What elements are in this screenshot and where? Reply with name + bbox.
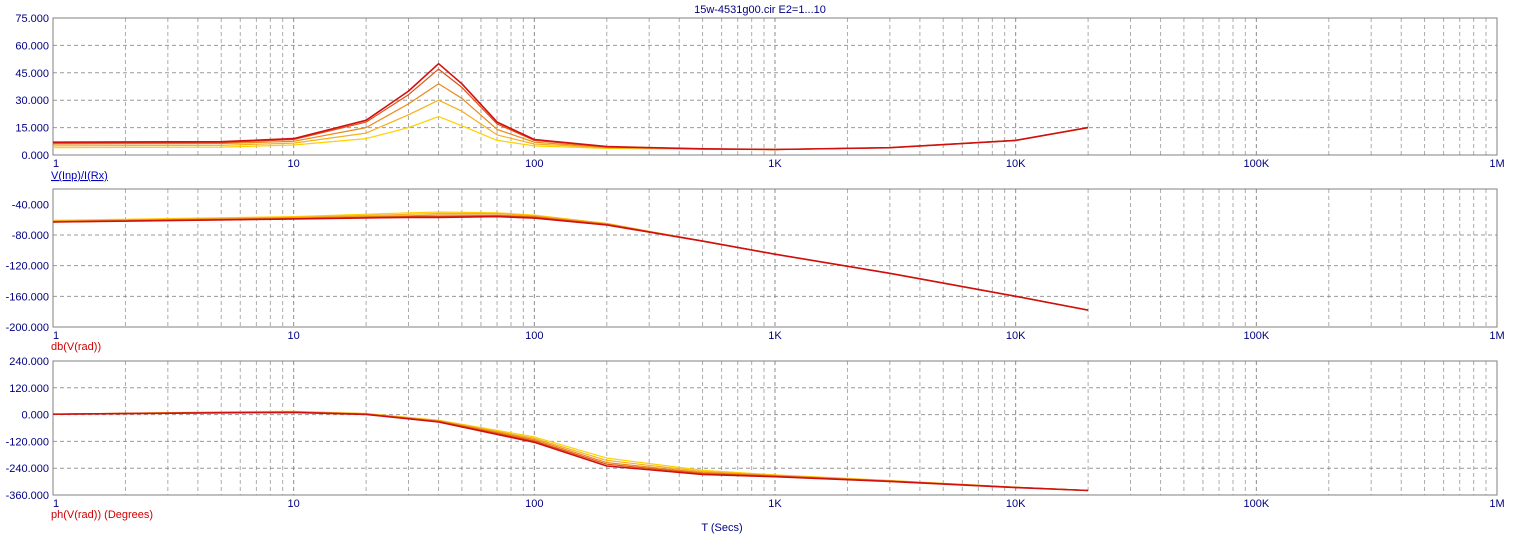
- y-axis-title: db(V(rad)): [51, 341, 101, 353]
- series-line: [52, 215, 1089, 311]
- x-tick-label: 1: [53, 498, 59, 510]
- series-line: [52, 212, 1089, 311]
- series-line: [52, 83, 1089, 151]
- y-tick-label: 75.000: [15, 13, 49, 25]
- chart-title: 15w-4531g00.cir E2=1...10: [694, 4, 826, 16]
- series-line: [52, 68, 1089, 151]
- x-tick-label: 10: [288, 330, 300, 342]
- x-tick-label: 1: [53, 158, 59, 170]
- x-tick-label: 1K: [768, 330, 782, 342]
- x-tick-label: 100: [525, 498, 543, 510]
- y-tick-label: 0.000: [21, 150, 49, 162]
- y-tick-label: 240.000: [9, 356, 49, 368]
- y-axis-title: V(Inp)/I(Rx): [51, 170, 108, 182]
- x-tick-label: 1M: [1489, 330, 1504, 342]
- y-tick-label: 45.000: [15, 68, 49, 80]
- x-tick-label: 1: [53, 330, 59, 342]
- x-tick-label: 10K: [1006, 498, 1026, 510]
- x-tick-label: 10K: [1006, 158, 1026, 170]
- y-tick-label: -40.000: [12, 199, 49, 211]
- phase-panel: -360.000 -240.000 -120.000 0.000 120.000 240.…: [6, 356, 1505, 521]
- plot-frame: [52, 17, 1498, 156]
- y-tick-label: -240.000: [6, 463, 49, 475]
- y-tick-label: 0.000: [21, 410, 49, 422]
- y-tick-label: 120.000: [9, 383, 49, 395]
- x-tick-label: 1M: [1489, 158, 1504, 170]
- x-tick-label: 100K: [1243, 330, 1269, 342]
- x-tick-label: 1K: [768, 498, 782, 510]
- series-line: [52, 62, 1089, 151]
- x-tick-label: 10: [288, 498, 300, 510]
- y-tick-label: -360.000: [6, 490, 49, 502]
- db-panel: -200.000 -160.000 -120.000 -80.000 -40.000 1 1…: [6, 188, 1505, 353]
- y-tick-label: -80.000: [12, 230, 49, 242]
- y-tick-label: -200.000: [6, 322, 49, 334]
- x-tick-label: 100: [525, 330, 543, 342]
- series-line: [52, 211, 1089, 311]
- x-tick-label: 100: [525, 158, 543, 170]
- x-tick-label: 10: [288, 158, 300, 170]
- x-tick-label: 100K: [1243, 158, 1269, 170]
- y-tick-label: -120.000: [6, 261, 49, 273]
- series-line: [52, 411, 1089, 492]
- x-tick-label: 1K: [768, 158, 782, 170]
- x-tick-label: 1M: [1489, 498, 1504, 510]
- magnitude-panel: 0.000 15.000 30.000 45.000 60.000 75.000 1 10 10…: [15, 13, 1504, 182]
- x-axis-title: T (Secs): [701, 522, 742, 534]
- y-tick-label: -120.000: [6, 436, 49, 448]
- y-tick-label: 15.000: [15, 123, 49, 135]
- plot-frame: [52, 188, 1498, 328]
- x-tick-label: 100K: [1243, 498, 1269, 510]
- series-line: [52, 411, 1089, 492]
- x-tick-label: 10K: [1006, 330, 1026, 342]
- y-tick-label: -160.000: [6, 291, 49, 303]
- y-tick-label: 60.000: [15, 40, 49, 52]
- y-tick-label: 30.000: [15, 95, 49, 107]
- y-axis-title: ph(V(rad)) (Degrees): [51, 509, 153, 521]
